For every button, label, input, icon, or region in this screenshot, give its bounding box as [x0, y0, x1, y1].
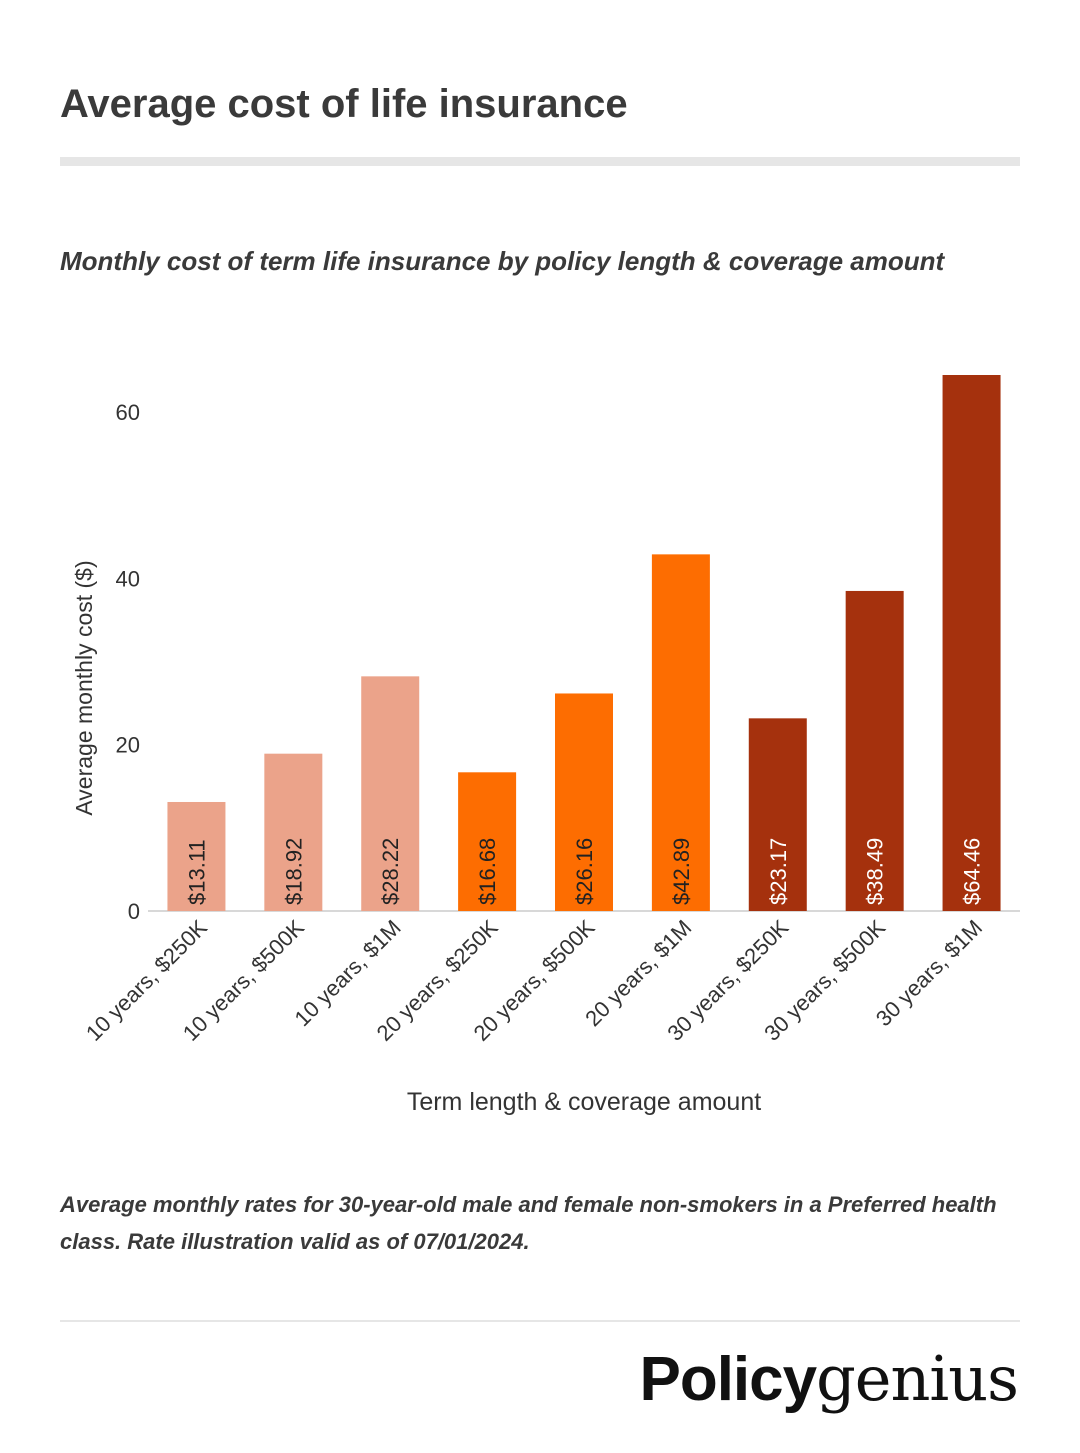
bar-data-label: $23.17: [766, 838, 791, 905]
chart-title: Average cost of life insurance: [60, 82, 628, 126]
bar-data-label: $38.49: [863, 838, 888, 905]
y-axis-ticks: 0 20 40 60: [116, 400, 140, 924]
x-axis-title: Term length & coverage amount: [407, 1088, 761, 1116]
x-axis-title-group: Term length & coverage amount: [407, 1088, 761, 1116]
bar: [361, 676, 420, 911]
bars-group: [148, 375, 1020, 912]
bar-data-label: $18.92: [281, 838, 306, 905]
chart-subtitle: Monthly cost of term life insurance by p…: [60, 246, 945, 276]
logo-light-text: genius: [816, 1342, 1019, 1415]
bar-data-label: $42.89: [669, 838, 694, 905]
bar-data-label: $64.46: [960, 838, 985, 905]
bar: [651, 554, 710, 911]
bar: [458, 772, 517, 911]
y-axis-title: Average monthly cost ($): [71, 560, 97, 815]
bar: [845, 590, 904, 911]
bar: [555, 693, 613, 911]
footer-divider: [60, 1320, 1020, 1322]
y-tick-label: 20: [116, 733, 140, 758]
bar-data-label: $26.16: [572, 838, 597, 905]
bar-data-label: $13.11: [184, 839, 209, 905]
bar: [167, 801, 226, 911]
bar: [748, 718, 807, 911]
y-tick-label: 40: [116, 566, 140, 591]
bar-data-labels: $13.11 $18.92 $28.22 $16.68 $26.16 $42.89 $23.…: [184, 838, 984, 905]
bar: [264, 753, 323, 911]
footnote: Average monthly rates for 30-year-old ma…: [60, 1192, 997, 1254]
y-axis-title-group: Average monthly cost ($): [71, 560, 97, 815]
y-tick-label: 0: [128, 899, 140, 924]
title-divider: [60, 157, 1020, 166]
bar-data-label: $28.22: [378, 838, 403, 905]
policygenius-logo: Policygenius: [639, 1345, 1019, 1414]
bar-data-label: $16.68: [475, 838, 500, 905]
bar: [942, 375, 1001, 911]
y-tick-label: 60: [116, 400, 140, 425]
logo-bold-text: Policy: [639, 1345, 817, 1414]
